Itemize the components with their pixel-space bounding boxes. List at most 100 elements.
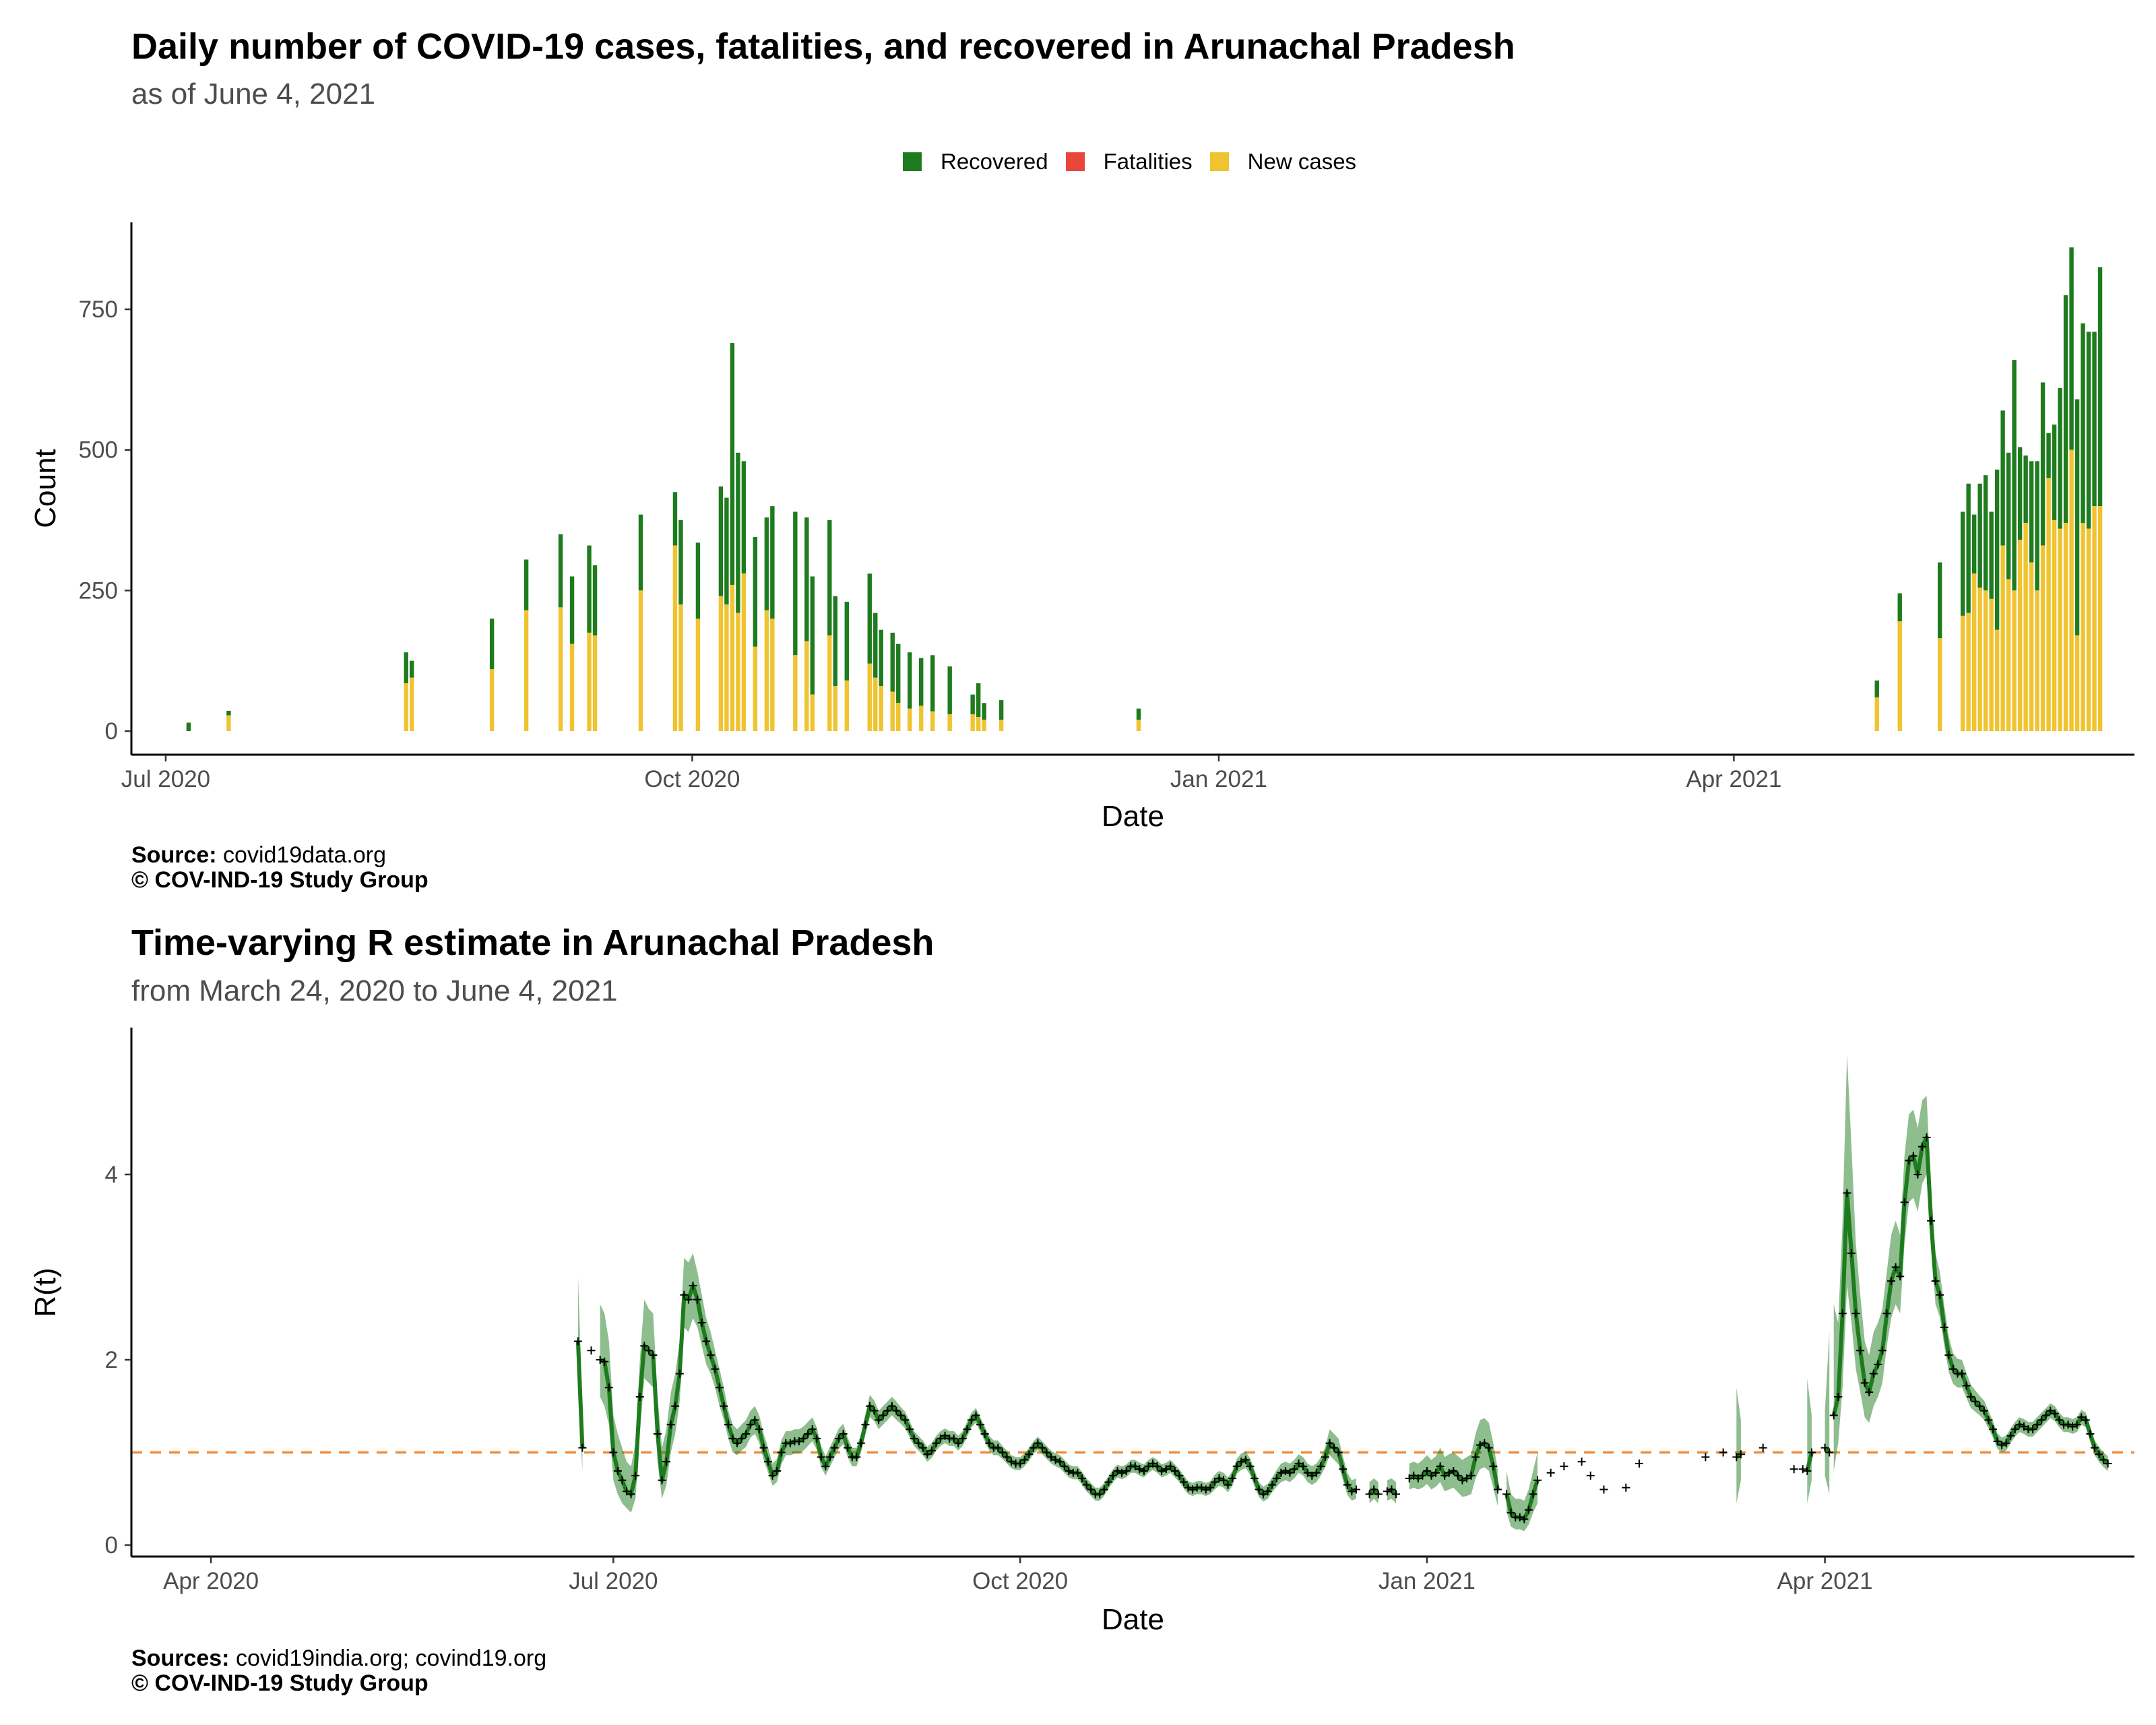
- bar-recovered: [764, 517, 769, 610]
- bar-new-cases: [804, 641, 809, 731]
- bar-new-cases: [1960, 615, 1965, 731]
- bar-new-cases: [2097, 506, 2103, 731]
- r-point: [2055, 1416, 2064, 1424]
- r-point: [1003, 1453, 1011, 1462]
- bar-recovered: [672, 492, 678, 546]
- y-tick-label: 500: [79, 437, 118, 464]
- r-point: [1971, 1397, 1979, 1406]
- r-point: [680, 1290, 689, 1299]
- r-point: [1834, 1393, 1843, 1401]
- x-tick-label: Jul 2020: [569, 1568, 658, 1594]
- bar-chart: 0 250 500 750 Jul 2020 Oct 2020 Jan 2021 Apr 20…: [29, 222, 2134, 833]
- bar-recovered: [569, 576, 575, 644]
- bar-recovered: [2046, 433, 2051, 478]
- r-point: [1701, 1453, 1710, 1462]
- confidence-band: [600, 1253, 1356, 1513]
- r-point: [618, 1476, 627, 1484]
- r-point: [1471, 1453, 1480, 1462]
- chart2-title: Time-varying R estimate in Arunachal Pra…: [131, 922, 934, 963]
- r-point: [768, 1471, 777, 1480]
- r-point: [1348, 1487, 1356, 1496]
- confidence-band: [1833, 1054, 2108, 1471]
- r-point: [1905, 1156, 1913, 1165]
- r-point: [941, 1431, 949, 1440]
- bar-recovered: [873, 613, 878, 678]
- bar-new-cases: [226, 715, 231, 731]
- chart2-subtitle: from March 24, 2020 to June 4, 2021: [131, 974, 618, 1007]
- y-tick-label: 0: [105, 1532, 118, 1559]
- r-point: [1268, 1480, 1277, 1489]
- r-point: [1480, 1439, 1489, 1447]
- legend-item-fatalities: Fatalities: [1065, 149, 1193, 175]
- r-point: [887, 1402, 896, 1410]
- bar-new-cases: [2052, 520, 2057, 731]
- r-point: [573, 1337, 582, 1346]
- r-point: [1383, 1487, 1391, 1496]
- r-point: [2037, 1416, 2046, 1424]
- r-point: [2006, 1431, 2015, 1440]
- r-point: [985, 1439, 994, 1447]
- bar-new-cases: [2086, 528, 2091, 731]
- legend-label-fatalities: Fatalities: [1103, 149, 1193, 174]
- bar-new-cases: [908, 708, 912, 731]
- r-point: [1860, 1379, 1869, 1387]
- r-point: [821, 1462, 830, 1471]
- r-point: [1405, 1474, 1414, 1482]
- bar-new-cases: [587, 632, 592, 731]
- confidence-band: [1409, 1418, 1498, 1507]
- r-point: [914, 1439, 923, 1447]
- bar-new-cases: [730, 584, 735, 731]
- bar-new-cases: [1977, 588, 1982, 731]
- r-point: [1056, 1457, 1065, 1466]
- r-point: [2029, 1425, 2037, 1434]
- bar-new-cases: [2063, 523, 2068, 731]
- r-point: [1073, 1468, 1082, 1477]
- bar-recovered: [524, 559, 529, 610]
- bar-new-cases: [896, 703, 901, 731]
- r-point: [702, 1337, 711, 1346]
- r-point: [1016, 1460, 1025, 1468]
- r-point: [1025, 1450, 1034, 1459]
- bar-recovered: [998, 700, 1004, 720]
- r-point: [1533, 1476, 1542, 1484]
- r-point: [1622, 1483, 1630, 1492]
- bar-recovered: [2058, 387, 2062, 529]
- bar-recovered: [970, 694, 975, 714]
- r-point: [1878, 1346, 1886, 1355]
- bar-recovered: [718, 486, 724, 596]
- y-tick-label: 4: [105, 1162, 118, 1188]
- r-point: [883, 1406, 892, 1415]
- r-point: [1232, 1462, 1241, 1471]
- bar-new-cases: [1983, 590, 1988, 731]
- r-point: [604, 1383, 613, 1392]
- r-point: [671, 1402, 680, 1410]
- r-point: [1087, 1485, 1096, 1494]
- r-point: [751, 1416, 759, 1424]
- bar-new-cases: [404, 683, 408, 731]
- r-point: [1299, 1462, 1308, 1471]
- r-point: [1900, 1198, 1909, 1207]
- r-estimate-line: [599, 1284, 1358, 1497]
- r-point: [1387, 1485, 1396, 1494]
- bar-new-cases: [844, 680, 849, 731]
- bar-new-cases: [741, 573, 747, 731]
- bar-new-cases: [489, 669, 495, 731]
- r-point: [1100, 1485, 1108, 1494]
- bar-new-cases: [947, 714, 952, 731]
- chart2-copyright: © COV-IND-19 Study Group: [131, 1670, 429, 1696]
- r-point: [1352, 1485, 1360, 1494]
- r-point: [1856, 1346, 1865, 1355]
- bar-recovered: [930, 655, 935, 712]
- r-point: [1241, 1455, 1250, 1464]
- r-point: [896, 1411, 905, 1420]
- bar-recovered: [592, 565, 598, 636]
- r-point: [923, 1450, 932, 1459]
- bar-new-cases: [1989, 598, 1994, 731]
- bar-recovered: [2074, 399, 2080, 636]
- r-point: [1047, 1453, 1056, 1462]
- bar-recovered: [558, 534, 563, 608]
- r-point: [1993, 1437, 2002, 1445]
- r-point: [1034, 1439, 1042, 1447]
- r-point: [1228, 1474, 1237, 1482]
- r-point: [892, 1406, 901, 1415]
